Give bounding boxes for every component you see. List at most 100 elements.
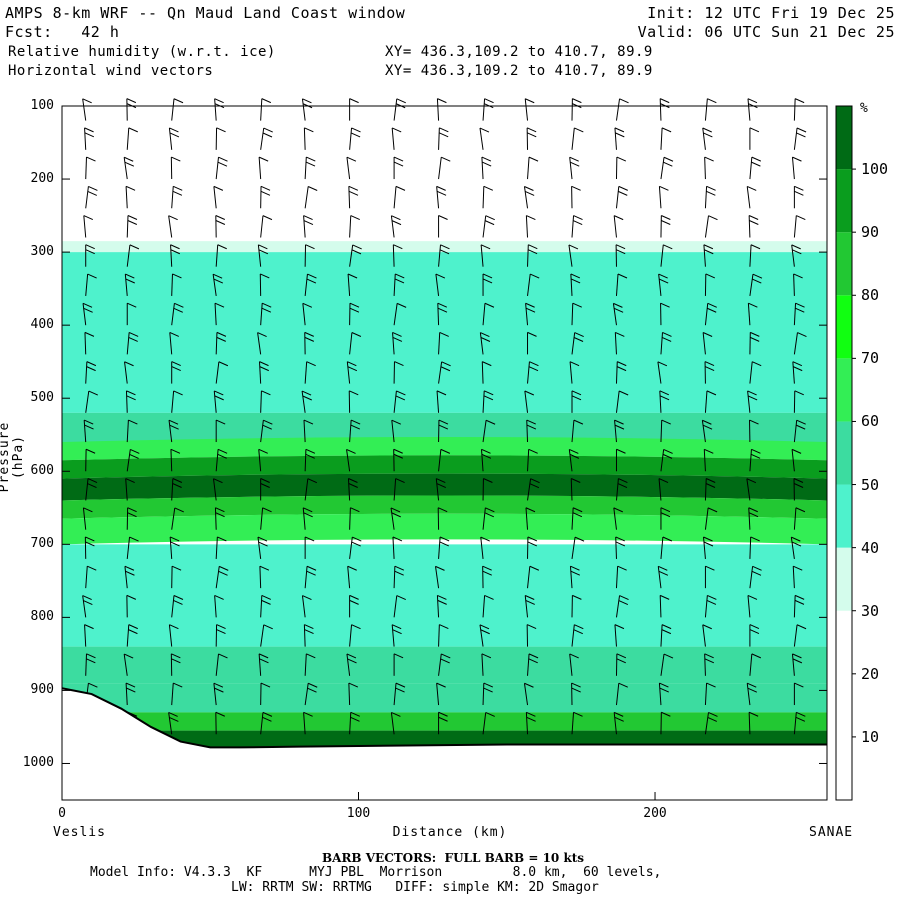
wind-barb <box>704 302 717 326</box>
wind-barb <box>346 653 357 676</box>
wind-barb <box>571 594 582 618</box>
colorbar-tick-label: 40 <box>861 538 880 557</box>
wind-barb <box>660 507 671 530</box>
wind-barb <box>748 215 759 238</box>
y-tick-label: 900 <box>30 682 54 698</box>
wind-barb <box>569 565 581 589</box>
wind-barb <box>570 273 581 296</box>
humidity-layer <box>62 513 827 545</box>
wind-barb <box>747 390 758 413</box>
wind-barb <box>304 536 315 559</box>
wind-barb <box>304 186 318 209</box>
wind-barb <box>658 478 669 501</box>
wind-barb <box>702 127 713 150</box>
wind-barb <box>260 594 272 618</box>
wind-barb <box>568 448 580 472</box>
wind-barb <box>793 302 805 326</box>
y-tick-label: 200 <box>30 171 54 187</box>
wind-barb <box>349 302 360 326</box>
wind-barb <box>703 536 714 559</box>
wind-barb <box>793 127 807 150</box>
humidity-layer <box>62 683 827 713</box>
humidity-layer <box>62 437 827 461</box>
wind-barb <box>479 127 490 150</box>
wind-barb <box>302 302 313 326</box>
wind-barb <box>347 273 358 296</box>
field2-xy: XY= 436.3,109.2 to 410.7, 89.9 <box>385 63 653 79</box>
wind-barb <box>302 507 313 530</box>
wind-barb <box>126 127 138 150</box>
wind-barb <box>170 653 181 676</box>
wind-barb <box>482 273 493 296</box>
wind-barb <box>171 565 182 589</box>
wind-barb <box>301 390 312 413</box>
wind-barb <box>215 624 226 647</box>
wind-barb <box>301 595 312 618</box>
wind-barb <box>349 215 360 238</box>
wind-barb <box>168 624 179 647</box>
wind-barb <box>259 273 270 296</box>
wind-barb <box>748 711 759 735</box>
wind-barb <box>84 624 94 647</box>
wind-barb <box>791 653 803 676</box>
colorbar-segment <box>836 421 852 485</box>
wind-barb <box>171 478 183 501</box>
wind-barb <box>482 478 493 501</box>
colorbar-tick-label: 10 <box>861 727 880 746</box>
wind-barb <box>571 127 584 150</box>
wind-barb <box>660 127 672 150</box>
wind-barb <box>569 653 579 676</box>
wind-barb <box>660 624 672 647</box>
wind-barb <box>525 711 536 735</box>
wind-barb <box>348 185 359 209</box>
wind-barb <box>392 536 403 559</box>
colorbar-segment <box>836 547 852 611</box>
wind-barb <box>436 185 447 209</box>
wind-barb <box>390 711 401 735</box>
wind-barb <box>615 156 627 180</box>
wind-barb <box>82 507 93 530</box>
wind-barb <box>615 682 628 706</box>
wind-barb <box>438 419 449 443</box>
wind-barb <box>660 244 673 267</box>
wind-barb <box>168 127 180 150</box>
wind-barb <box>304 478 318 501</box>
wind-barb <box>391 127 402 150</box>
x-left-location: Veslis <box>53 825 106 840</box>
wind-barb <box>526 419 537 443</box>
colorbar-tick-label: 60 <box>861 412 880 431</box>
terrain-fill <box>62 688 827 800</box>
wind-barb <box>660 331 672 355</box>
colorbar-border <box>835 105 853 801</box>
wind-barb <box>349 624 361 647</box>
wind-barb <box>527 273 540 296</box>
wind-barb <box>348 682 359 706</box>
wind-barb <box>482 185 494 209</box>
wind-barb <box>704 98 717 121</box>
wind-barb <box>704 185 716 209</box>
wind-barb <box>612 302 624 326</box>
wind-barb <box>85 390 98 413</box>
wind-barb <box>259 361 269 384</box>
wind-barb <box>438 448 451 472</box>
wind-barb <box>481 361 492 384</box>
wind-barb <box>260 682 271 706</box>
wind-barb <box>436 390 447 413</box>
wind-barb <box>435 565 445 589</box>
wind-barb <box>126 302 137 326</box>
wind-barb <box>481 653 492 676</box>
wind-barb <box>482 507 495 530</box>
wind-barb <box>793 682 804 706</box>
valid-time: Valid: 06 UTC Sun 21 Dec 25 <box>637 23 895 41</box>
wind-barb <box>438 624 449 647</box>
wind-barb <box>658 682 669 706</box>
wind-barb <box>260 215 273 238</box>
wind-barb <box>524 98 535 121</box>
wind-barb <box>215 127 226 150</box>
wind-barb <box>349 419 361 443</box>
wind-barb <box>393 682 406 706</box>
x-axis-title: Distance (km) <box>392 825 508 840</box>
wind-barb <box>260 302 272 326</box>
wind-barb <box>659 390 670 413</box>
wind-barb <box>260 127 273 150</box>
